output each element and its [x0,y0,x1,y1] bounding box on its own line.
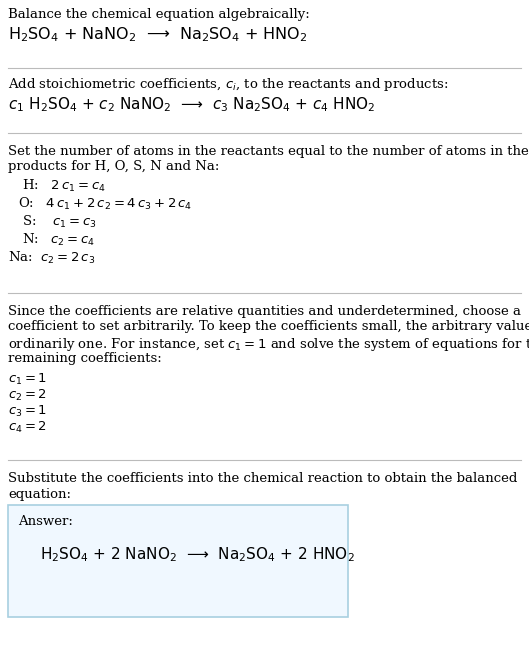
Text: Substitute the coefficients into the chemical reaction to obtain the balanced: Substitute the coefficients into the che… [8,472,517,485]
Text: $c_2 = 2$: $c_2 = 2$ [8,388,47,403]
Text: equation:: equation: [8,488,71,501]
Text: $c_1$ H$_2$SO$_4$ + $c_2$ NaNO$_2$  ⟶  $c_3$ Na$_2$SO$_4$ + $c_4$ HNO$_2$: $c_1$ H$_2$SO$_4$ + $c_2$ NaNO$_2$ ⟶ $c_… [8,95,376,114]
Text: coefficient to set arbitrarily. To keep the coefficients small, the arbitrary va: coefficient to set arbitrarily. To keep … [8,320,529,333]
Text: N:   $c_2 = c_4$: N: $c_2 = c_4$ [22,232,95,248]
Text: Balance the chemical equation algebraically:: Balance the chemical equation algebraica… [8,8,310,21]
Text: $c_1 = 1$: $c_1 = 1$ [8,372,47,387]
Text: products for H, O, S, N and Na:: products for H, O, S, N and Na: [8,160,220,173]
Text: $c_4 = 2$: $c_4 = 2$ [8,420,47,435]
Text: Since the coefficients are relative quantities and underdetermined, choose a: Since the coefficients are relative quan… [8,305,521,318]
Text: ordinarily one. For instance, set $c_1 = 1$ and solve the system of equations fo: ordinarily one. For instance, set $c_1 =… [8,336,529,353]
Text: Set the number of atoms in the reactants equal to the number of atoms in the: Set the number of atoms in the reactants… [8,145,529,158]
Text: H$_2$SO$_4$ + NaNO$_2$  ⟶  Na$_2$SO$_4$ + HNO$_2$: H$_2$SO$_4$ + NaNO$_2$ ⟶ Na$_2$SO$_4$ + … [8,25,307,44]
Text: H:   $2\,c_1 = c_4$: H: $2\,c_1 = c_4$ [22,178,106,194]
Text: Add stoichiometric coefficients, $c_i$, to the reactants and products:: Add stoichiometric coefficients, $c_i$, … [8,76,449,93]
Text: S:    $c_1 = c_3$: S: $c_1 = c_3$ [22,214,97,230]
Text: Na:  $c_2 = 2\,c_3$: Na: $c_2 = 2\,c_3$ [8,250,95,266]
Text: $c_3 = 1$: $c_3 = 1$ [8,404,47,419]
FancyBboxPatch shape [8,505,348,617]
Text: Answer:: Answer: [18,515,73,528]
Text: O:   $4\,c_1 + 2\,c_2 = 4\,c_3 + 2\,c_4$: O: $4\,c_1 + 2\,c_2 = 4\,c_3 + 2\,c_4$ [18,196,193,212]
Text: H$_2$SO$_4$ + 2 NaNO$_2$  ⟶  Na$_2$SO$_4$ + 2 HNO$_2$: H$_2$SO$_4$ + 2 NaNO$_2$ ⟶ Na$_2$SO$_4$ … [40,545,355,564]
Text: remaining coefficients:: remaining coefficients: [8,352,162,365]
